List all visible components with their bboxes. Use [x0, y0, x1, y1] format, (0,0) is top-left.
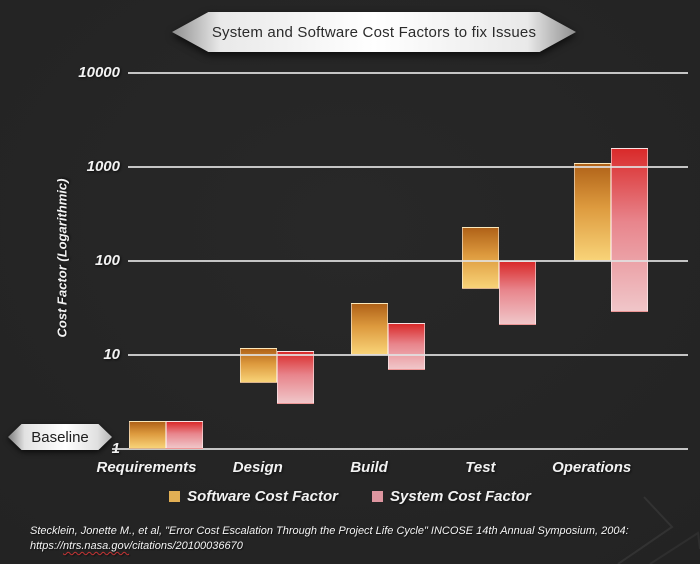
x-axis-line: [112, 448, 688, 450]
bar-software-test: [462, 226, 500, 290]
bar-system-design: [276, 351, 314, 405]
bar-software-requirements: [128, 420, 166, 449]
citation-url-path: /citations/20100036670: [129, 540, 243, 552]
bar-software-operations: [573, 163, 611, 261]
x-label-operations: Operations: [552, 459, 632, 476]
slide-title: System and Software Cost Factors to fix …: [211, 23, 537, 41]
legend-swatch-software-icon: [169, 491, 181, 502]
title-banner-ribbon-shape: [172, 12, 576, 52]
baseline-ribbon-shape: [8, 424, 112, 450]
legend-swatch-system-icon: [371, 491, 383, 502]
citation: Stecklein, Jonette M., et al, "Error Cos…: [30, 524, 692, 554]
baseline-ribbon: Baseline: [8, 424, 112, 450]
legend-item-system: System Cost Factor: [371, 488, 531, 505]
x-label-requirements: Requirements: [96, 459, 197, 476]
watermark-arrow-icon: [617, 496, 700, 564]
gridline-10: [128, 354, 688, 356]
x-label-build: Build: [350, 459, 388, 476]
legend-item-software: Software Cost Factor: [169, 488, 338, 505]
bar-system-requirements: [165, 420, 203, 449]
bar-software-design: [239, 347, 277, 384]
legend: Software Cost Factor System Cost Factor: [0, 488, 700, 505]
bar-system-operations: [610, 147, 648, 312]
legend-label-system: System Cost Factor: [389, 488, 531, 505]
y-tick-label-100: 100: [94, 252, 120, 269]
bar-software-build: [351, 302, 389, 355]
citation-line1: Stecklein, Jonette M., et al, "Error Cos…: [30, 525, 629, 537]
bar-system-build: [388, 322, 426, 370]
citation-url-prefix: https://: [30, 540, 64, 552]
x-label-design: Design: [232, 459, 283, 476]
y-tick-label-10: 10: [103, 346, 120, 363]
legend-label-software: Software Cost Factor: [187, 488, 338, 505]
citation-url-domain: ntrs.nasa.gov: [63, 540, 130, 552]
title-banner: System and Software Cost Factors to fix …: [172, 12, 576, 52]
gridline-10000: [128, 72, 688, 74]
gridline-100: [128, 260, 688, 262]
baseline-label: Baseline: [31, 428, 89, 446]
y-tick-label-10000: 10000: [78, 64, 120, 81]
y-tick-label-1000: 1000: [86, 158, 120, 175]
gridline-1000: [128, 166, 688, 168]
citation-url: https://ntrs.nasa.gov/citations/20100036…: [30, 539, 692, 554]
x-label-test: Test: [465, 459, 496, 476]
bar-system-test: [499, 261, 537, 325]
